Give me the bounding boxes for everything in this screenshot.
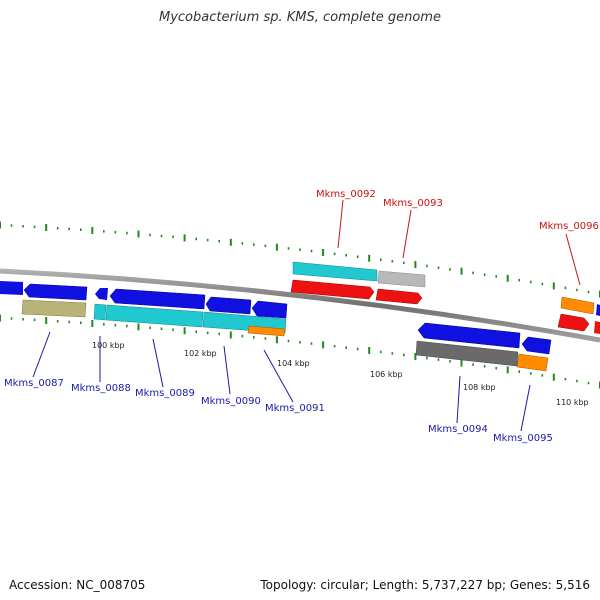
gene-mkms-0095[interactable] <box>516 336 552 372</box>
scale-label: 104 kbp <box>277 359 310 368</box>
cds-bar <box>557 313 590 332</box>
cds-bar <box>247 325 286 337</box>
cds-bar <box>109 288 206 310</box>
gene-label-mkms-0091[interactable]: Mkms_0091 <box>265 403 325 414</box>
gene-label-mkms-0087[interactable]: Mkms_0087 <box>4 378 64 389</box>
cds-bar <box>417 322 521 349</box>
gene-label-mkms-0089[interactable]: Mkms_0089 <box>135 388 195 399</box>
cds-bar <box>251 300 288 319</box>
page-title: Mycobacterium sp. KMS, complete genome <box>159 10 441 25</box>
cds-bar <box>375 288 423 305</box>
scale-label: 100 kbp <box>92 341 125 350</box>
gene-mkms-0091[interactable] <box>247 300 288 337</box>
lower-tick-row <box>0 314 600 389</box>
cds-bar <box>93 303 107 321</box>
genome-summary: Topology: circular; Length: 5,737,227 bp… <box>260 578 590 592</box>
scale-label: 108 kbp <box>463 383 496 392</box>
cds-bar <box>377 270 426 288</box>
scale-labels: 100 kbp 102 kbp 104 kbp 106 kbp 108 kbp … <box>92 341 589 407</box>
cds-bar <box>292 261 378 282</box>
gene-labels: Mkms_0087 Mkms_0088 Mkms_0089 Mkms_0090 … <box>4 189 599 444</box>
gene-label-mkms-0092[interactable]: Mkms_0092 <box>316 189 376 200</box>
gene-label-mkms-0096[interactable]: Mkms_0096 <box>539 221 599 232</box>
accession-label: Accession: NC_008705 <box>9 578 146 592</box>
upper-tick-row <box>0 221 600 298</box>
cds-bar <box>560 296 595 315</box>
cds-bar <box>105 304 204 328</box>
gene-mkms-0092[interactable] <box>290 261 378 300</box>
cds-bar <box>0 281 23 295</box>
scale-label: 106 kbp <box>370 370 403 379</box>
cds-bar <box>521 336 552 355</box>
cds-bar <box>95 288 108 300</box>
gene-label-mkms-0090[interactable]: Mkms_0090 <box>201 396 261 407</box>
scale-label: 102 kbp <box>184 349 217 358</box>
leader-lines <box>32 199 581 432</box>
gene-label-mkms-0093[interactable]: Mkms_0093 <box>383 198 443 209</box>
cds-bar <box>596 304 600 316</box>
scale-label: 110 kbp <box>556 398 589 407</box>
gene-label-mkms-0095[interactable]: Mkms_0095 <box>493 433 553 444</box>
gene-mkms-0088[interactable] <box>93 288 108 321</box>
gene-mkms-0087[interactable] <box>0 281 88 318</box>
gene-mkms-0089[interactable] <box>105 288 206 328</box>
gene-mkms-0096[interactable] <box>557 296 600 334</box>
gene-mkms-0093[interactable] <box>375 270 426 305</box>
cds-bar <box>21 299 87 318</box>
cds-bar <box>516 353 549 372</box>
gene-mkms-0094[interactable] <box>415 322 521 367</box>
gene-label-mkms-0094[interactable]: Mkms_0094 <box>428 424 488 435</box>
cds-bar <box>290 279 375 300</box>
genome-backbone <box>0 268 600 343</box>
cds-bar <box>594 321 600 334</box>
gene-label-mkms-0088[interactable]: Mkms_0088 <box>71 383 131 394</box>
cds-bar <box>205 296 252 315</box>
cds-bar <box>23 283 88 301</box>
